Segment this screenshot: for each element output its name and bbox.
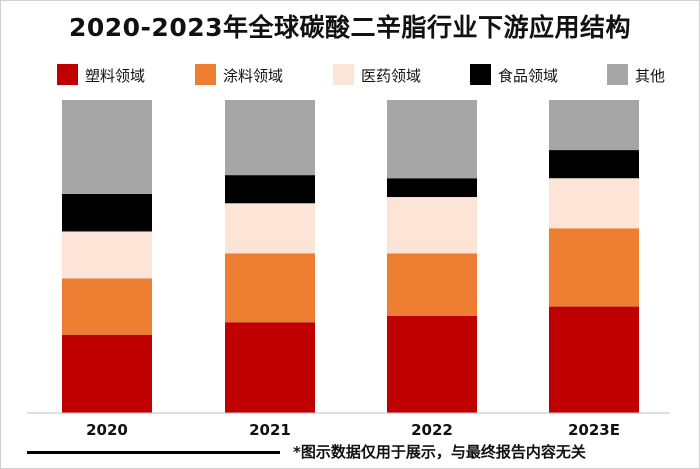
legend-swatch-other [607,64,628,85]
legend-label-plastic: 塑料领域 [85,67,146,85]
legend-swatch-medicine [333,64,354,85]
x-tick-label-2023e: 2023E [568,421,620,439]
bar-segment-2022-s1 [387,253,477,316]
bar-segment-2021-s0 [225,322,315,413]
bar-segment-2023e-s3 [549,150,639,179]
bar-segment-2021-s1 [225,253,315,323]
bar-segment-2021-s2 [225,203,315,254]
x-tick-label-2021: 2021 [249,421,291,439]
bar-segment-2023e-s1 [549,228,639,307]
chart-legend: 塑料领域 涂料领域 医药领域 食品领域 其他 [0,62,700,88]
bar-segment-2020-s1 [62,278,152,335]
bar-segment-2022-s2 [387,197,477,254]
bar-segment-2023e-s0 [549,306,639,413]
legend-swatch-plastic [57,64,78,85]
bar-segment-2020-s0 [62,334,152,413]
bar-segment-2020-s4 [62,100,152,194]
legend-label-other: 其他 [635,67,666,85]
bar-segment-2021-s3 [225,175,315,204]
legend-swatch-coating [195,64,216,85]
bar-segment-2023e-s2 [549,178,639,229]
bar-segment-2022-s3 [387,178,477,198]
footnote-rule [27,451,280,454]
bar-segment-2023e-s4 [549,100,639,151]
bar-segment-2020-s3 [62,193,152,232]
legend-swatch-food [470,64,491,85]
bar-group [62,100,639,413]
chart-title: 2020-2023年全球碳酸二辛脂行业下游应用结构 [68,13,632,42]
footnote: *图示数据仅用于展示，与最终报告内容无关 [293,443,586,461]
bar-segment-2021-s4 [225,100,315,176]
x-tick-label-2020: 2020 [86,421,128,439]
x-tick-label-2022: 2022 [411,421,453,439]
bar-segment-2022-s0 [387,315,477,413]
legend-label-coating: 涂料领域 [223,67,284,85]
bar-segment-2022-s4 [387,100,477,179]
bar-segment-2020-s2 [62,231,152,279]
legend-label-food: 食品领域 [498,67,559,85]
legend-label-medicine: 医药领域 [361,67,422,85]
